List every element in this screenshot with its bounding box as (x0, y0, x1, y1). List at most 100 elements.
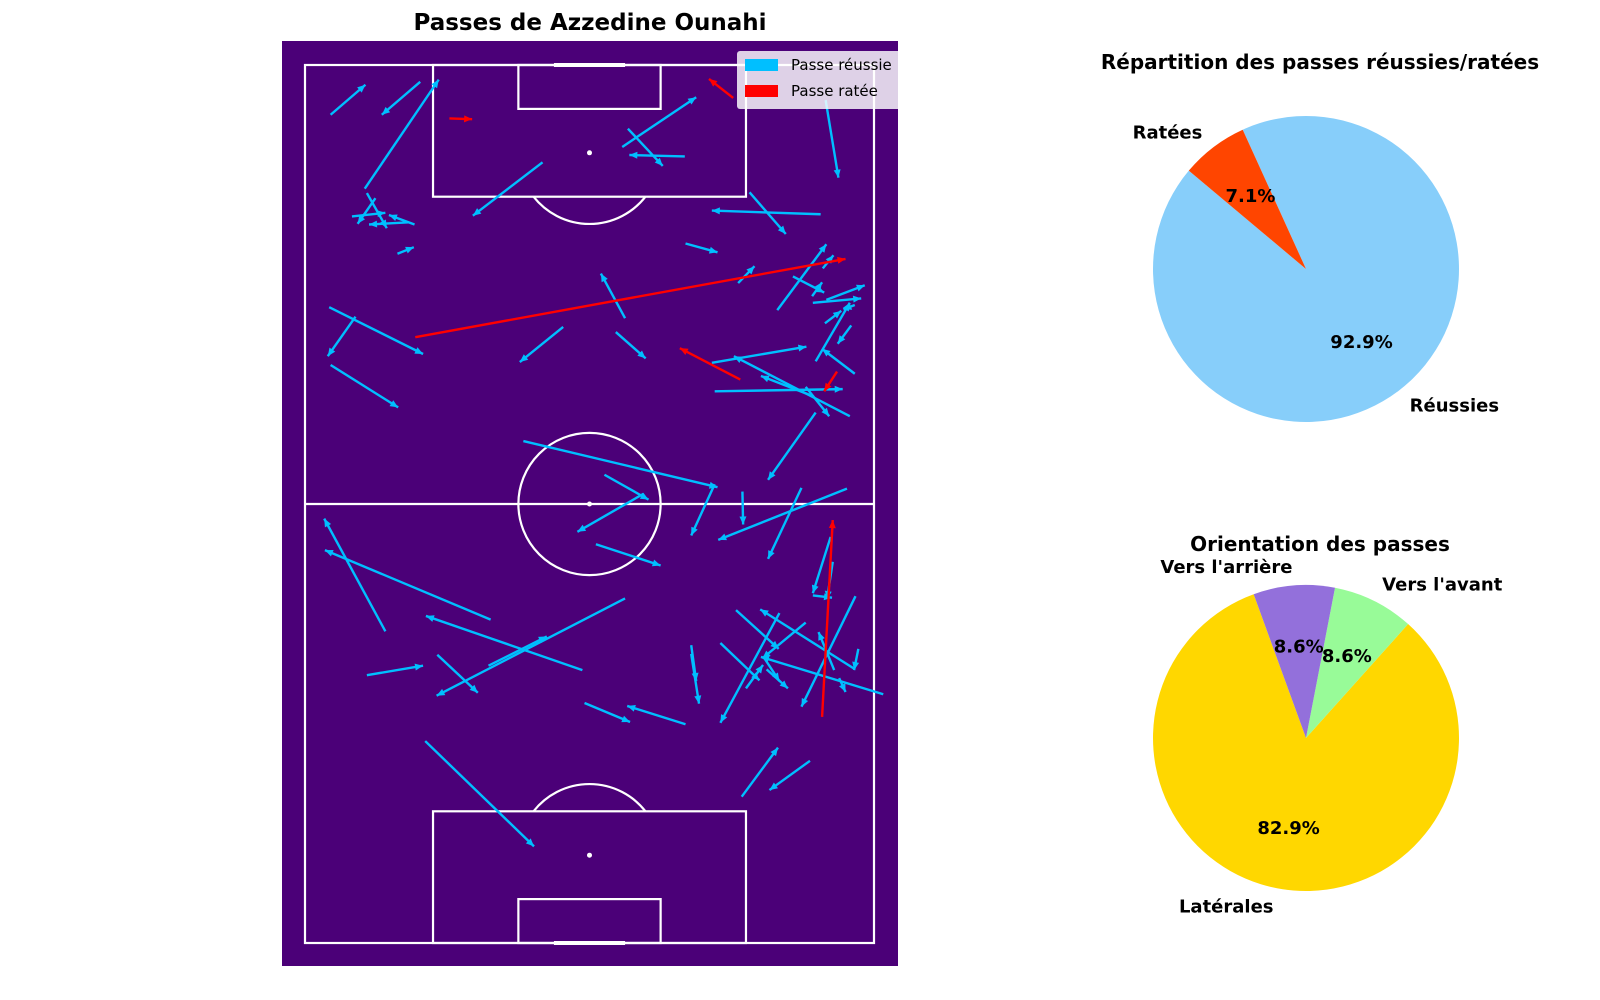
pass-arrow-success (424, 740, 535, 848)
pass-arrow-success (615, 331, 647, 360)
pass-arrow-success (328, 306, 424, 356)
pass-line (519, 326, 564, 363)
pass-arrow-success (397, 246, 415, 255)
pass-line (811, 536, 832, 594)
pass-arrowhead (627, 704, 636, 712)
pass-arrow-success (584, 701, 631, 724)
pass-line (812, 297, 862, 304)
pass-arrow-success (690, 653, 702, 704)
pass-line (824, 99, 840, 178)
success-pie-chart: Réussies 92.9% Ratées 7.1% (1133, 115, 1499, 423)
pass-arrow-success (711, 207, 821, 216)
legend-label-success: Passe réussie (791, 56, 892, 74)
pass-line (629, 153, 685, 158)
pass-arrowhead (405, 246, 414, 254)
pass-arrowhead (538, 636, 547, 644)
pass-arrowhead (818, 244, 827, 253)
pass-line (767, 411, 817, 481)
pass-arrowhead (327, 347, 336, 357)
legend-swatch-fail (745, 85, 778, 97)
pass-arrowhead (832, 310, 842, 319)
pass-arrowhead (679, 348, 689, 355)
pass-arrow-success (768, 759, 811, 792)
pie-percent-1: 8.6% (1322, 646, 1372, 667)
pass-line (599, 272, 627, 319)
pass-arrowhead (821, 407, 830, 417)
pie-percent-1: 7.1% (1226, 186, 1276, 207)
pass-arrowhead (856, 284, 865, 292)
pass-arrowhead (708, 246, 718, 254)
pass-arrowhead (818, 632, 825, 641)
pass-line (425, 614, 583, 672)
pass-line (366, 664, 424, 677)
pass-line (711, 209, 821, 216)
pass-arrowhead (760, 375, 770, 383)
pass-arrow-success (714, 385, 843, 393)
penalty-arc-bottom (532, 783, 647, 812)
pass-arrow-success (324, 548, 492, 621)
pass-arrow-success (436, 597, 626, 697)
pass-arrowhead (852, 661, 860, 671)
pass-arrowhead (464, 115, 473, 123)
legend-item-success: Passe réussie (745, 56, 892, 74)
pass-arrowhead (762, 650, 771, 659)
pass-arrowhead (425, 615, 435, 622)
pass-line (760, 374, 811, 397)
pass-arrowhead (637, 350, 646, 359)
pass-arrow-fail (415, 256, 846, 339)
pass-arrowhead (691, 526, 698, 536)
pass-arrow-success (804, 386, 831, 417)
pass-arrow-success (739, 491, 747, 525)
pass-arrow-success (363, 78, 440, 190)
pass-arrowhead (654, 157, 663, 166)
legend-swatch-success (745, 59, 778, 71)
pitch-chart-title: Passes de Azzedine Ounahi (413, 10, 767, 36)
pie-label-1: Vers l'avant (1382, 575, 1503, 596)
pass-arrow-success (824, 309, 843, 325)
penalty-spot-bottom (587, 852, 592, 858)
pass-arrow-success (825, 284, 866, 301)
pass-arrowhead (472, 208, 482, 216)
pass-arrow-success (329, 83, 367, 116)
pass-arrowhead (720, 714, 728, 723)
pass-line (576, 492, 645, 533)
pie-slice-2 (1253, 585, 1336, 738)
pass-line (424, 740, 535, 848)
pass-line (719, 612, 781, 724)
pass-line (436, 653, 479, 694)
pass-arrow-success (436, 653, 479, 694)
pass-arrowhead (755, 664, 764, 674)
pass-arrowhead (414, 663, 424, 671)
pass-arrow-success (776, 243, 828, 311)
pass-arrow-success (811, 536, 832, 594)
pass-arrow-success (626, 704, 686, 726)
pass-arrowhead (414, 347, 424, 355)
pass-arrow-success (599, 272, 627, 319)
pass-arrow-success (763, 657, 781, 682)
pass-arrow-success (767, 411, 817, 481)
pass-arrow-success (472, 161, 544, 217)
pass-arrow-success (836, 324, 853, 345)
pass-arrowhead (833, 169, 841, 178)
penalty-arc-top (532, 196, 647, 225)
pass-line (766, 487, 803, 560)
pass-line (436, 597, 626, 697)
pass-arrowhead (639, 492, 649, 500)
pass-arrow-success (388, 213, 415, 226)
pass-arrowhead (779, 680, 788, 689)
pass-arrow-success (824, 99, 841, 178)
pass-arrow-success (356, 197, 377, 225)
pass-arrowhead (839, 683, 846, 693)
orientation-pie-chart: Latérales 82.9% Vers l'avant 8.6% Vers l'arr… (1153, 557, 1503, 917)
pass-line (487, 635, 548, 667)
pie-label-1: Ratées (1133, 123, 1203, 144)
pass-arrow-success (368, 220, 409, 228)
pass-arrow-success (761, 621, 807, 660)
pass-arrowhead (777, 225, 786, 235)
pass-arrow-success (735, 609, 780, 650)
pass-arrowhead (687, 97, 697, 105)
pass-line (690, 483, 716, 536)
pass-arrowhead (600, 273, 608, 283)
pass-arrowhead (388, 214, 398, 222)
pass-arrow-success (595, 543, 661, 567)
